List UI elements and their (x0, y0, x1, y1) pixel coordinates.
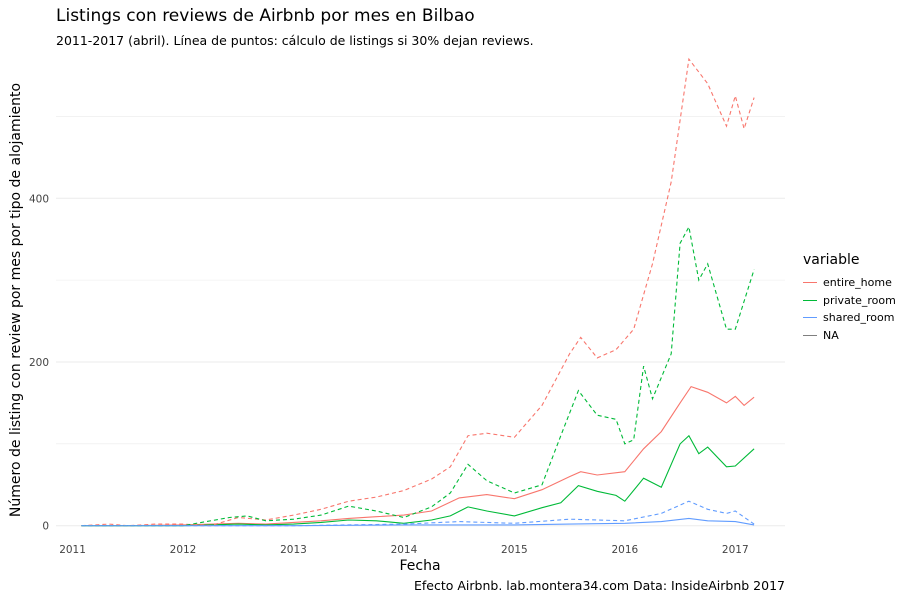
legend-item-private-room: private_room (803, 292, 896, 310)
y-axis-ticks: 0 200 400 (29, 193, 49, 532)
series-group (81, 57, 755, 527)
x-tick-label: 2016 (611, 544, 638, 556)
legend-key (803, 299, 817, 301)
legend-item-entire-home: entire_home (803, 274, 896, 292)
chart-title: Listings con reviews de Airbnb por mes e… (56, 6, 475, 26)
legend-key (803, 334, 817, 336)
series-line-entire-home (81, 385, 755, 527)
y-tick-label: 200 (29, 357, 49, 369)
chart-subtitle: 2011-2017 (abril). Línea de puntos: cálc… (56, 33, 534, 48)
legend-label: entire_home (823, 276, 892, 290)
x-tick-label: 2011 (59, 544, 86, 556)
legend-key (803, 282, 817, 284)
legend-label: private_room (823, 293, 896, 307)
x-tick-label: 2014 (391, 544, 418, 556)
legend-label: NA (823, 328, 839, 342)
x-axis-label: Fecha (399, 558, 441, 574)
grid-lines (56, 116, 785, 527)
legend-item-na: NA (803, 327, 896, 345)
series-line-shared-room-projected (81, 500, 755, 527)
y-axis-label: Número de listing con review por mes por… (8, 82, 24, 518)
x-tick-label: 2012 (170, 544, 197, 556)
legend-label: shared_room (823, 311, 895, 325)
y-tick-label: 400 (29, 193, 49, 205)
series-line-private-room (81, 434, 755, 527)
legend-key (803, 317, 817, 319)
x-tick-label: 2013 (280, 544, 307, 556)
y-tick-label: 0 (42, 521, 49, 533)
series-line-shared-room (81, 517, 755, 527)
legend-item-shared-room: shared_room (803, 309, 896, 327)
chart-caption: Efecto Airbnb. lab.montera34.com Data: I… (413, 578, 785, 593)
x-tick-label: 2015 (501, 544, 528, 556)
legend-title: variable (803, 252, 860, 268)
x-tick-label: 2017 (722, 544, 749, 556)
series-line-private-room-projected (81, 225, 755, 527)
series-line-entire-home-projected (81, 57, 755, 527)
legend: variable entire_home private_room shared… (803, 252, 896, 344)
x-axis-ticks: 2011 2012 2013 2014 2015 2016 2017 (59, 544, 748, 556)
